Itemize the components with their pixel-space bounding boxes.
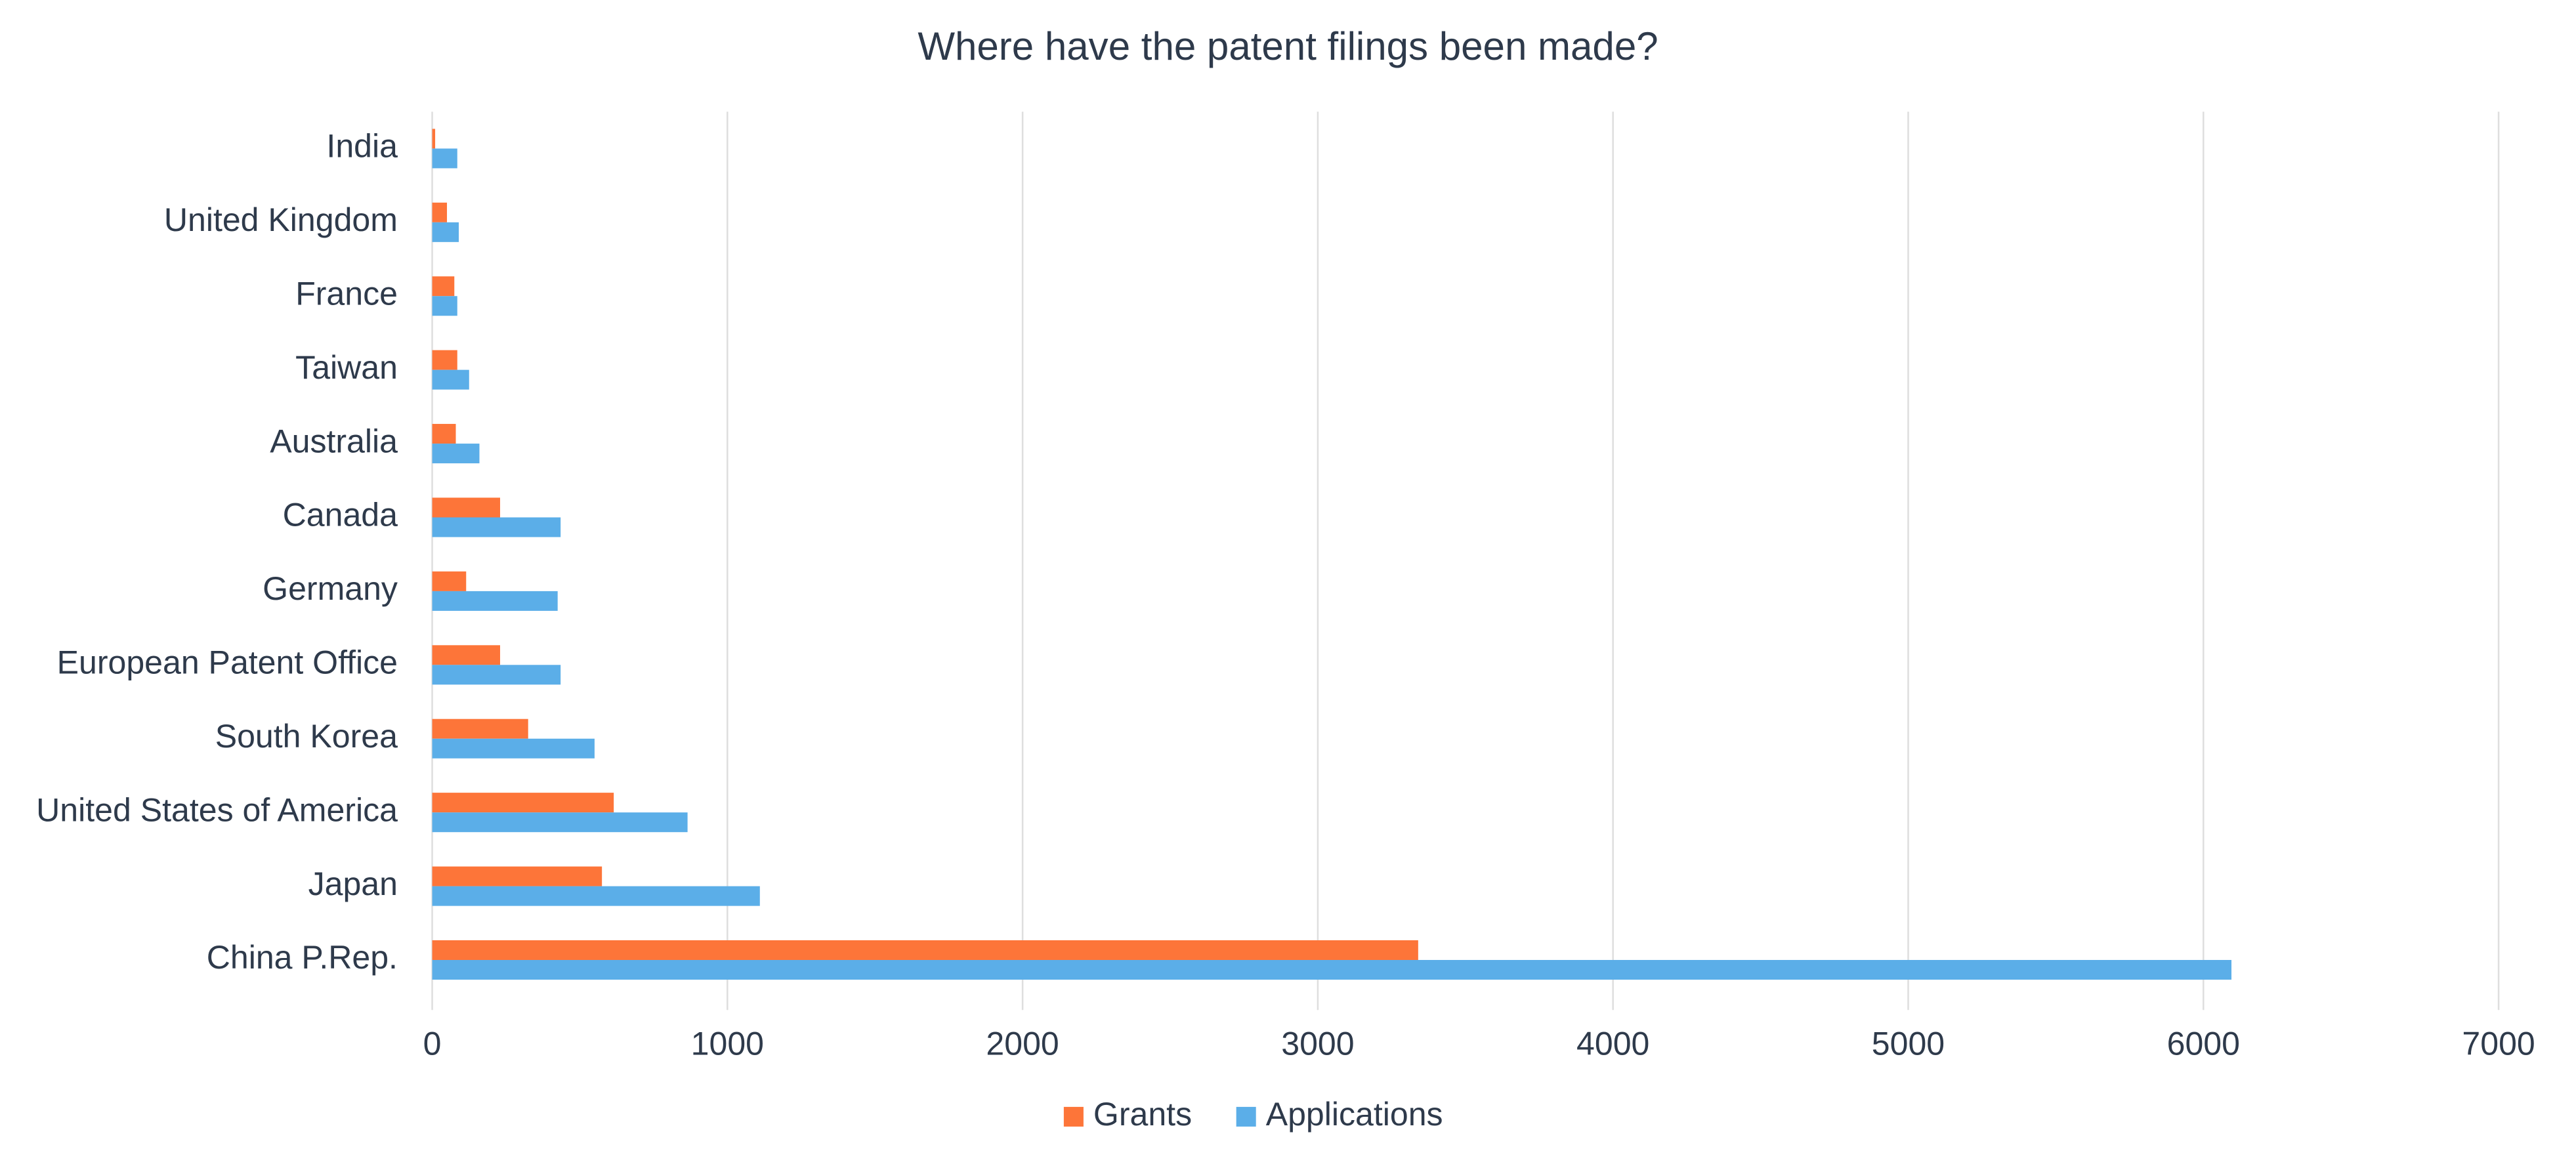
bar: [433, 960, 2231, 980]
chart-title: Where have the patent filings been made?: [918, 24, 1658, 68]
bar: [433, 591, 558, 611]
bar: [433, 793, 614, 812]
bar: [433, 424, 456, 444]
bar: [433, 867, 602, 886]
bar: [433, 350, 457, 370]
legend-label: Grants: [1093, 1096, 1192, 1133]
x-tick-label: 1000: [691, 1026, 764, 1062]
bar: [433, 812, 688, 832]
bar: [433, 517, 561, 537]
bar: [433, 276, 455, 296]
x-tick-label: 0: [423, 1026, 442, 1062]
y-tick-label: United States of America: [36, 791, 398, 828]
bar: [433, 370, 469, 390]
y-tick-label: France: [295, 275, 398, 312]
bar: [433, 739, 595, 759]
bar: [433, 719, 528, 739]
x-tick-label: 3000: [1281, 1026, 1354, 1062]
bar: [433, 886, 760, 906]
y-tick-label: Taiwan: [295, 349, 398, 386]
y-tick-label: Canada: [283, 497, 398, 533]
bar: [433, 497, 500, 517]
bar: [433, 572, 467, 591]
legend-label: Applications: [1266, 1096, 1443, 1133]
x-tick-label: 6000: [2167, 1026, 2240, 1062]
x-tick-label: 7000: [2462, 1026, 2535, 1062]
bar: [433, 444, 480, 463]
bar: [433, 148, 457, 168]
bar: [433, 222, 459, 242]
legend-swatch: [1064, 1107, 1084, 1127]
y-tick-label: Japan: [308, 865, 398, 902]
y-tick-label: Germany: [263, 570, 398, 607]
y-tick-label: European Patent Office: [57, 644, 398, 681]
chart: Where have the patent filings been made?…: [0, 0, 2576, 1166]
bar: [433, 940, 1418, 960]
bar: [433, 203, 447, 222]
bar: [433, 129, 435, 148]
x-tick-label: 4000: [1576, 1026, 1649, 1062]
y-tick-label: United Kingdom: [164, 201, 398, 238]
x-tick-label: 2000: [986, 1026, 1059, 1062]
y-tick-label: China P.Rep.: [207, 939, 398, 976]
y-tick-label: South Korea: [215, 718, 398, 755]
y-tick-label: India: [326, 128, 398, 165]
bar: [433, 665, 561, 684]
legend-swatch: [1236, 1107, 1256, 1127]
bar: [433, 645, 500, 665]
y-tick-label: Australia: [270, 423, 398, 459]
page: Where have the patent filings been made?…: [0, 0, 2576, 1166]
bar: [433, 296, 457, 316]
x-tick-label: 5000: [1872, 1026, 1945, 1062]
